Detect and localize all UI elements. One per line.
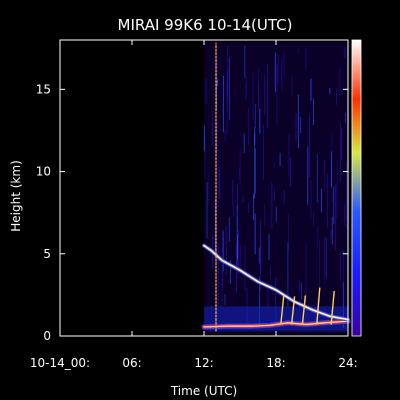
echo-layer-near-surface-echo xyxy=(203,320,349,328)
y-tick-label: 5 xyxy=(43,247,51,261)
x-axis-ticks: 10-14_00: 06: 12: 18: 24: xyxy=(30,40,358,370)
radar-echo-field xyxy=(201,42,351,334)
echo-plume xyxy=(280,295,285,325)
y-tick-label: 0 xyxy=(43,329,51,343)
y-tick-label: 15 xyxy=(36,82,51,96)
echo-plume xyxy=(316,287,321,325)
echo-plume xyxy=(290,296,296,325)
y-axis-ticks: 0 5 10 15 xyxy=(36,82,348,343)
x-tick-label: 12: xyxy=(194,356,213,370)
x-tick-label: 06: xyxy=(122,356,141,370)
x-tick-label: 18: xyxy=(266,356,285,370)
echo-plume xyxy=(301,295,307,325)
x-tick-label: 24: xyxy=(338,356,357,370)
echo-layer-descending-layer xyxy=(203,245,349,321)
chart-title: MIRAI 99K6 10-14(UTC) xyxy=(118,16,293,34)
echo-plume xyxy=(330,290,335,325)
x-axis-label: Time (UTC) xyxy=(170,384,237,398)
colorbar xyxy=(351,39,362,337)
plot-area xyxy=(59,39,351,337)
y-tick-label: 10 xyxy=(36,165,51,179)
x-tick-label: 10-14_00: xyxy=(30,356,90,370)
y-axis-label: Height (km) xyxy=(9,160,23,231)
